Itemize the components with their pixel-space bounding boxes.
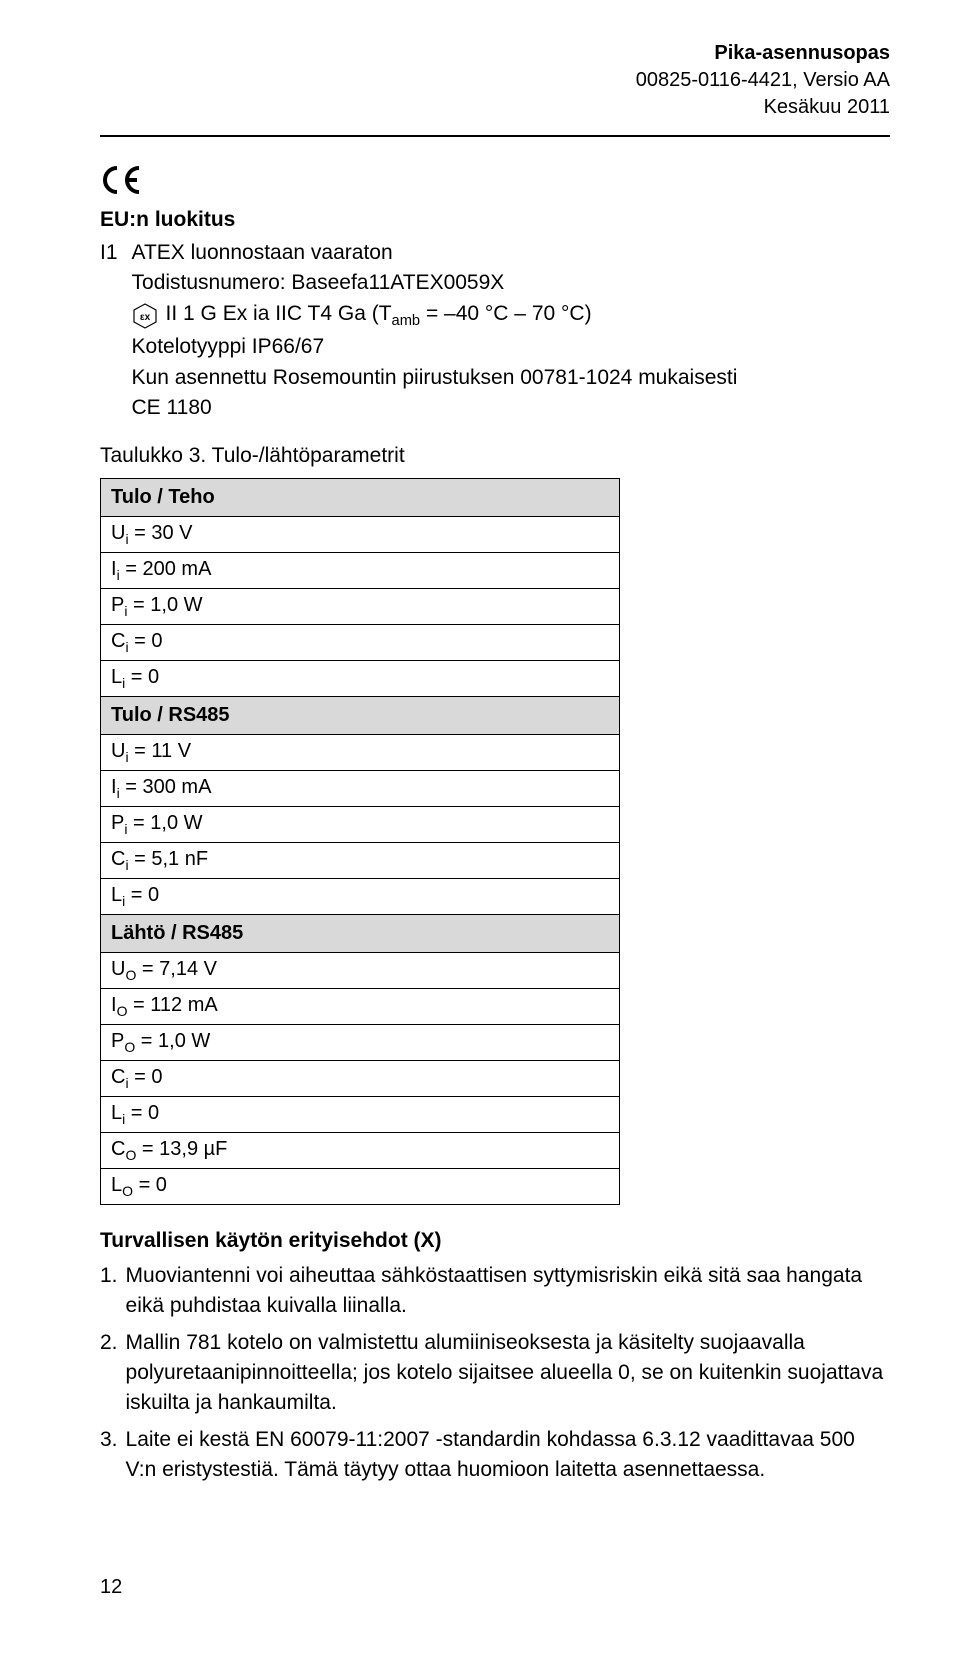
- ex-hexagon-icon: εx: [132, 303, 158, 329]
- table-row: Pi = 1,0 W: [101, 588, 620, 624]
- table-row: Ui = 30 V: [101, 516, 620, 552]
- cert-ex-line: εx II 1 G Ex ia IIC T4 Ga (Tamb = –40 °C…: [132, 299, 890, 333]
- note-number: 1.: [100, 1261, 118, 1322]
- table-row: Ii = 300 mA: [101, 770, 620, 806]
- table-row: Ii = 200 mA: [101, 552, 620, 588]
- note-text: Muoviantenni voi aiheuttaa sähköstaattis…: [126, 1261, 890, 1322]
- section-title: EU:n luokitus: [100, 208, 890, 232]
- table-row: Pi = 1,0 W: [101, 806, 620, 842]
- table-row: Ui = 11 V: [101, 734, 620, 770]
- note-number: 2.: [100, 1328, 118, 1419]
- page-header: Pika-asennusopas 00825-0116-4421, Versio…: [100, 40, 890, 121]
- page-number: 12: [100, 1576, 890, 1599]
- table-group-header: Lähtö / RS485: [101, 914, 620, 952]
- table-group-header: Tulo / Teho: [101, 478, 620, 516]
- ce-mark-icon: [100, 165, 890, 204]
- note-text: Laite ei kestä EN 60079-11:2007 -standar…: [126, 1425, 890, 1486]
- notes-list: 1.Muoviantenni voi aiheuttaa sähköstaatt…: [100, 1261, 890, 1486]
- table-row: PO = 1,0 W: [101, 1024, 620, 1060]
- table-caption: Taulukko 3. Tulo-/lähtöparametrit: [100, 444, 890, 468]
- note-text: Mallin 781 kotelo on valmistettu alumiin…: [126, 1328, 890, 1419]
- header-divider: [100, 135, 890, 137]
- table-row: Ci = 5,1 nF: [101, 842, 620, 878]
- cert-line: CE 1180: [132, 393, 890, 423]
- note-item: 2.Mallin 781 kotelo on valmistettu alumi…: [100, 1328, 890, 1419]
- table-row: Ci = 0: [101, 624, 620, 660]
- cert-line: Kotelotyyppi IP66/67: [132, 332, 890, 362]
- doc-title: Pika-asennusopas: [100, 40, 890, 67]
- parameter-table: Tulo / TehoUi = 30 VIi = 200 mAPi = 1,0 …: [100, 478, 620, 1205]
- note-item: 1.Muoviantenni voi aiheuttaa sähköstaatt…: [100, 1261, 890, 1322]
- table-row: LO = 0: [101, 1168, 620, 1204]
- cert-line: ATEX luonnostaan vaaraton: [132, 238, 890, 268]
- notes-title: Turvallisen käytön erityisehdot (X): [100, 1229, 890, 1253]
- note-number: 3.: [100, 1425, 118, 1486]
- svg-text:εx: εx: [139, 312, 150, 323]
- table-row: Li = 0: [101, 1096, 620, 1132]
- table-row: Ci = 0: [101, 1060, 620, 1096]
- table-row: Li = 0: [101, 878, 620, 914]
- cert-line: Todistusnumero: Baseefa11ATEX0059X: [132, 268, 890, 298]
- table-row: CO = 13,9 µF: [101, 1132, 620, 1168]
- table-group-header: Tulo / RS485: [101, 696, 620, 734]
- table-row: IO = 112 mA: [101, 988, 620, 1024]
- doc-number: 00825-0116-4421, Versio AA: [100, 67, 890, 94]
- doc-date: Kesäkuu 2011: [100, 94, 890, 121]
- note-item: 3.Laite ei kestä EN 60079-11:2007 -stand…: [100, 1425, 890, 1486]
- table-row: Li = 0: [101, 660, 620, 696]
- cert-id: I1: [100, 238, 118, 268]
- certification-block: I1 ATEX luonnostaan vaaraton Todistusnum…: [100, 238, 890, 424]
- table-row: UO = 7,14 V: [101, 952, 620, 988]
- cert-ex-text: II 1 G Ex ia IIC T4 Ga (Tamb = –40 °C – …: [166, 299, 592, 333]
- cert-line: Kun asennettu Rosemountin piirustuksen 0…: [132, 363, 890, 393]
